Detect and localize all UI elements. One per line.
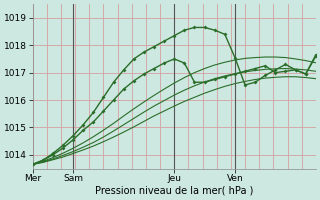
X-axis label: Pression niveau de la mer( hPa ): Pression niveau de la mer( hPa ): [95, 186, 253, 196]
